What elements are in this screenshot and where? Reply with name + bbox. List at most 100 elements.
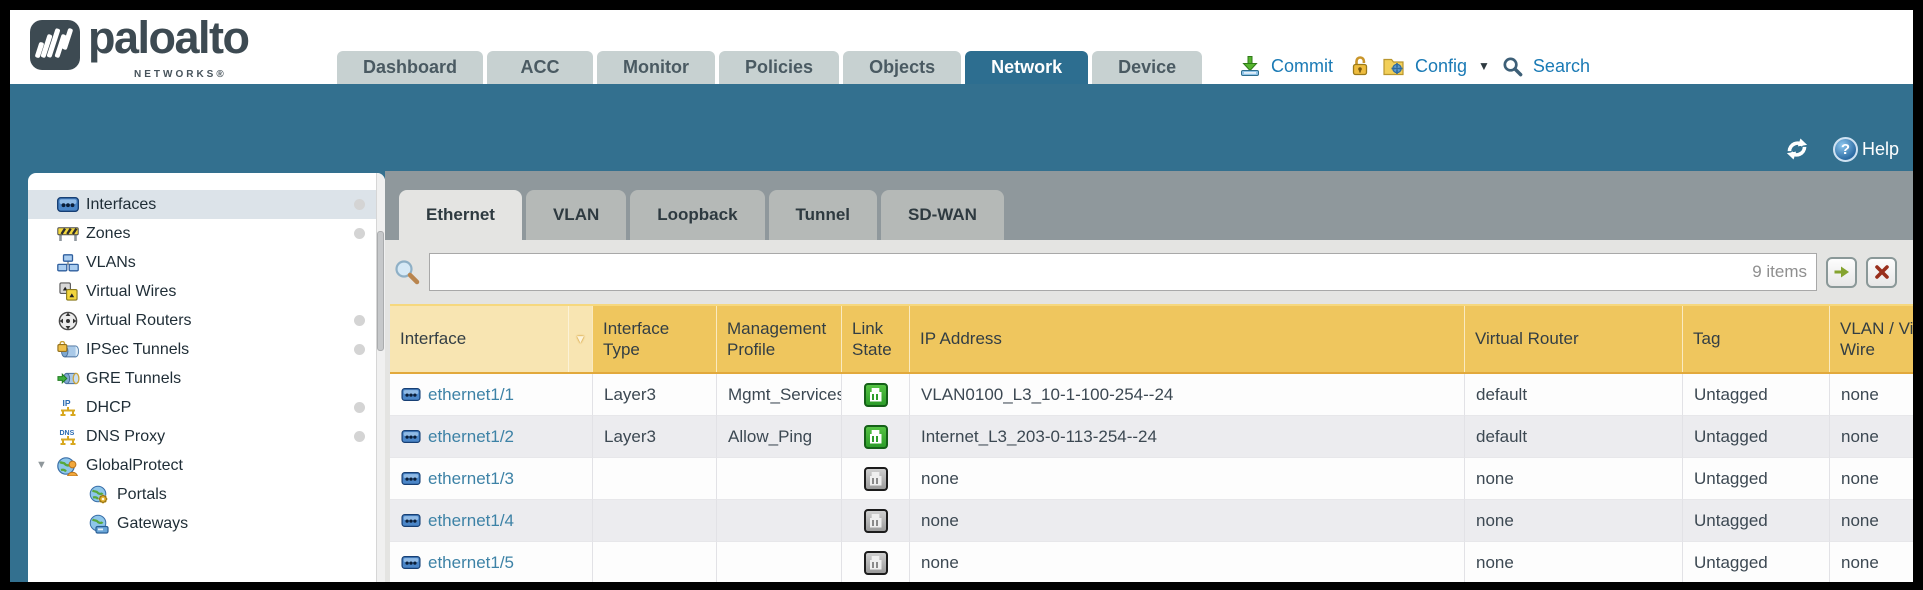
cell-tag: Untagged: [1682, 500, 1829, 542]
sort-menu-cell[interactable]: ▼: [568, 306, 592, 372]
nav-tab-dashboard[interactable]: Dashboard: [337, 51, 484, 84]
sidebar-item-portals[interactable]: Portals: [28, 480, 385, 509]
sidebar-scrollbar-thumb[interactable]: [377, 231, 384, 351]
nav-tab-monitor[interactable]: Monitor: [597, 51, 716, 84]
table-row: ethernet1/5 none none Untagged none: [390, 542, 1913, 582]
sidebar-item-gre-tunnels[interactable]: GRE Tunnels: [28, 364, 385, 393]
sidebar-item-label: Portals: [117, 485, 167, 503]
tab-loopback[interactable]: Loopback: [630, 190, 765, 240]
cell-vlan-wire: none: [1829, 458, 1913, 500]
cell-interface-type: [592, 542, 716, 582]
help-button[interactable]: ? Help: [1832, 136, 1899, 162]
filter-input[interactable]: [429, 253, 1817, 291]
dhcp-icon: IP: [55, 398, 81, 418]
dns-proxy-icon: DNS: [55, 427, 81, 447]
paloalto-logo: paloalto NETWORKS®: [30, 12, 260, 82]
col-header-vlan-virtual-wire[interactable]: VLAN / Virtual Wire: [1829, 306, 1913, 372]
interface-link[interactable]: ethernet1/5: [428, 552, 515, 572]
sidebar-item-dns-proxy[interactable]: DNS DNS Proxy: [28, 422, 385, 451]
help-icon[interactable]: ?: [1832, 136, 1858, 162]
col-header-virtual-router[interactable]: Virtual Router: [1464, 306, 1682, 372]
apply-filter-button[interactable]: [1826, 256, 1857, 288]
svg-text:IP: IP: [63, 398, 71, 408]
tab-tunnel[interactable]: Tunnel: [768, 190, 877, 240]
sidebar-scrollbar[interactable]: [376, 173, 385, 582]
portals-icon: [86, 485, 112, 505]
cell-ip-address: none: [909, 458, 1464, 500]
gateways-icon: [86, 514, 112, 534]
config-label[interactable]: Config: [1415, 55, 1468, 76]
commit-label[interactable]: Commit: [1271, 55, 1333, 76]
col-header-tag[interactable]: Tag: [1682, 306, 1829, 372]
col-header-interface-type[interactable]: Interface Type: [592, 306, 716, 372]
nav-tab-acc[interactable]: ACC: [487, 51, 594, 84]
link-state-up-icon: [863, 424, 888, 449]
tab-sdwan[interactable]: SD-WAN: [881, 190, 1004, 240]
status-dot: [354, 402, 365, 413]
network-sidebar: Interfaces Zones VLANs: [28, 173, 385, 582]
sidebar-item-label: Gateways: [117, 514, 189, 532]
sidebar-item-label: IPSec Tunnels: [86, 340, 190, 358]
interface-icon: [401, 388, 421, 401]
sidebar-item-interfaces[interactable]: Interfaces: [28, 190, 385, 219]
interface-link[interactable]: ethernet1/1: [428, 384, 515, 404]
sidebar-item-virtual-wires[interactable]: Virtual Wires: [28, 277, 385, 306]
sidebar-item-label: Interfaces: [86, 195, 157, 213]
col-header-interface[interactable]: Interface: [390, 306, 568, 372]
commit-icon[interactable]: [1238, 54, 1262, 78]
tab-ethernet[interactable]: Ethernet: [399, 190, 522, 240]
interface-link[interactable]: ethernet1/2: [428, 426, 515, 446]
refresh-icon[interactable]: [1783, 135, 1811, 163]
nav-tab-device[interactable]: Device: [1092, 51, 1203, 84]
globalprotect-icon: [55, 456, 81, 476]
interfaces-icon: [55, 197, 81, 212]
status-dot: [354, 228, 365, 239]
virtual-routers-icon: [55, 311, 81, 331]
main-nav: Dashboard ACC Monitor Policies Objects N…: [337, 51, 1203, 84]
link-state-down-icon: [863, 550, 888, 575]
interface-link[interactable]: ethernet1/4: [428, 510, 515, 530]
nav-tab-objects[interactable]: Objects: [843, 51, 962, 84]
cell-ip-address: none: [909, 500, 1464, 542]
cell-virtual-router: default: [1464, 416, 1682, 458]
cell-management-profile: [716, 542, 841, 582]
sidebar-item-dhcp[interactable]: IP DHCP: [28, 393, 385, 422]
link-state-up-icon: [863, 382, 888, 407]
clear-filter-button[interactable]: [1866, 256, 1897, 288]
interface-link[interactable]: ethernet1/3: [428, 468, 515, 488]
tab-vlan[interactable]: VLAN: [525, 190, 627, 240]
cell-ip-address: none: [909, 542, 1464, 582]
nav-tab-network[interactable]: Network: [965, 51, 1089, 84]
sidebar-item-zones[interactable]: Zones: [28, 219, 385, 248]
sidebar-item-virtual-routers[interactable]: Virtual Routers: [28, 306, 385, 335]
cell-vlan-wire: none: [1829, 416, 1913, 458]
sidebar-item-label: Virtual Wires: [86, 282, 177, 300]
expand-caret-icon[interactable]: ▼: [36, 459, 47, 471]
header-utilities: Commit Config: [1238, 54, 1596, 78]
sidebar-item-label: GlobalProtect: [86, 456, 183, 474]
sidebar-item-gateways[interactable]: Gateways: [28, 509, 385, 538]
help-label[interactable]: Help: [1861, 138, 1899, 159]
nav-tab-policies[interactable]: Policies: [719, 51, 840, 84]
config-caret-down-icon[interactable]: ▼: [1478, 59, 1490, 73]
table-row: ethernet1/4 none none Untagged none: [390, 500, 1913, 542]
col-header-link-state[interactable]: Link State: [841, 306, 909, 372]
col-header-management-profile[interactable]: Management Profile: [716, 306, 841, 372]
sort-caret-icon[interactable]: ▼: [574, 332, 587, 346]
lock-icon[interactable]: [1348, 54, 1372, 78]
filter-bar: 9 items: [385, 240, 1913, 304]
search-label[interactable]: Search: [1532, 55, 1590, 76]
sidebar-item-label: Zones: [86, 224, 131, 242]
sidebar-item-globalprotect[interactable]: ▼ GlobalProtect: [28, 451, 385, 480]
sidebar-item-ipsec-tunnels[interactable]: IPSec Tunnels: [28, 335, 385, 364]
config-icon[interactable]: [1381, 54, 1406, 78]
col-header-ip-address[interactable]: IP Address: [909, 306, 1464, 372]
main-region: Interfaces Zones VLANs: [10, 171, 1913, 582]
ethernet-pane: 9 items: [385, 240, 1913, 582]
sidebar-item-label: DHCP: [86, 398, 132, 416]
search-icon[interactable]: [1501, 55, 1524, 78]
sidebar-item-label: GRE Tunnels: [86, 369, 182, 387]
sidebar-item-vlans[interactable]: VLANs: [28, 248, 385, 277]
status-dot: [354, 431, 365, 442]
interface-icon: [401, 472, 421, 485]
